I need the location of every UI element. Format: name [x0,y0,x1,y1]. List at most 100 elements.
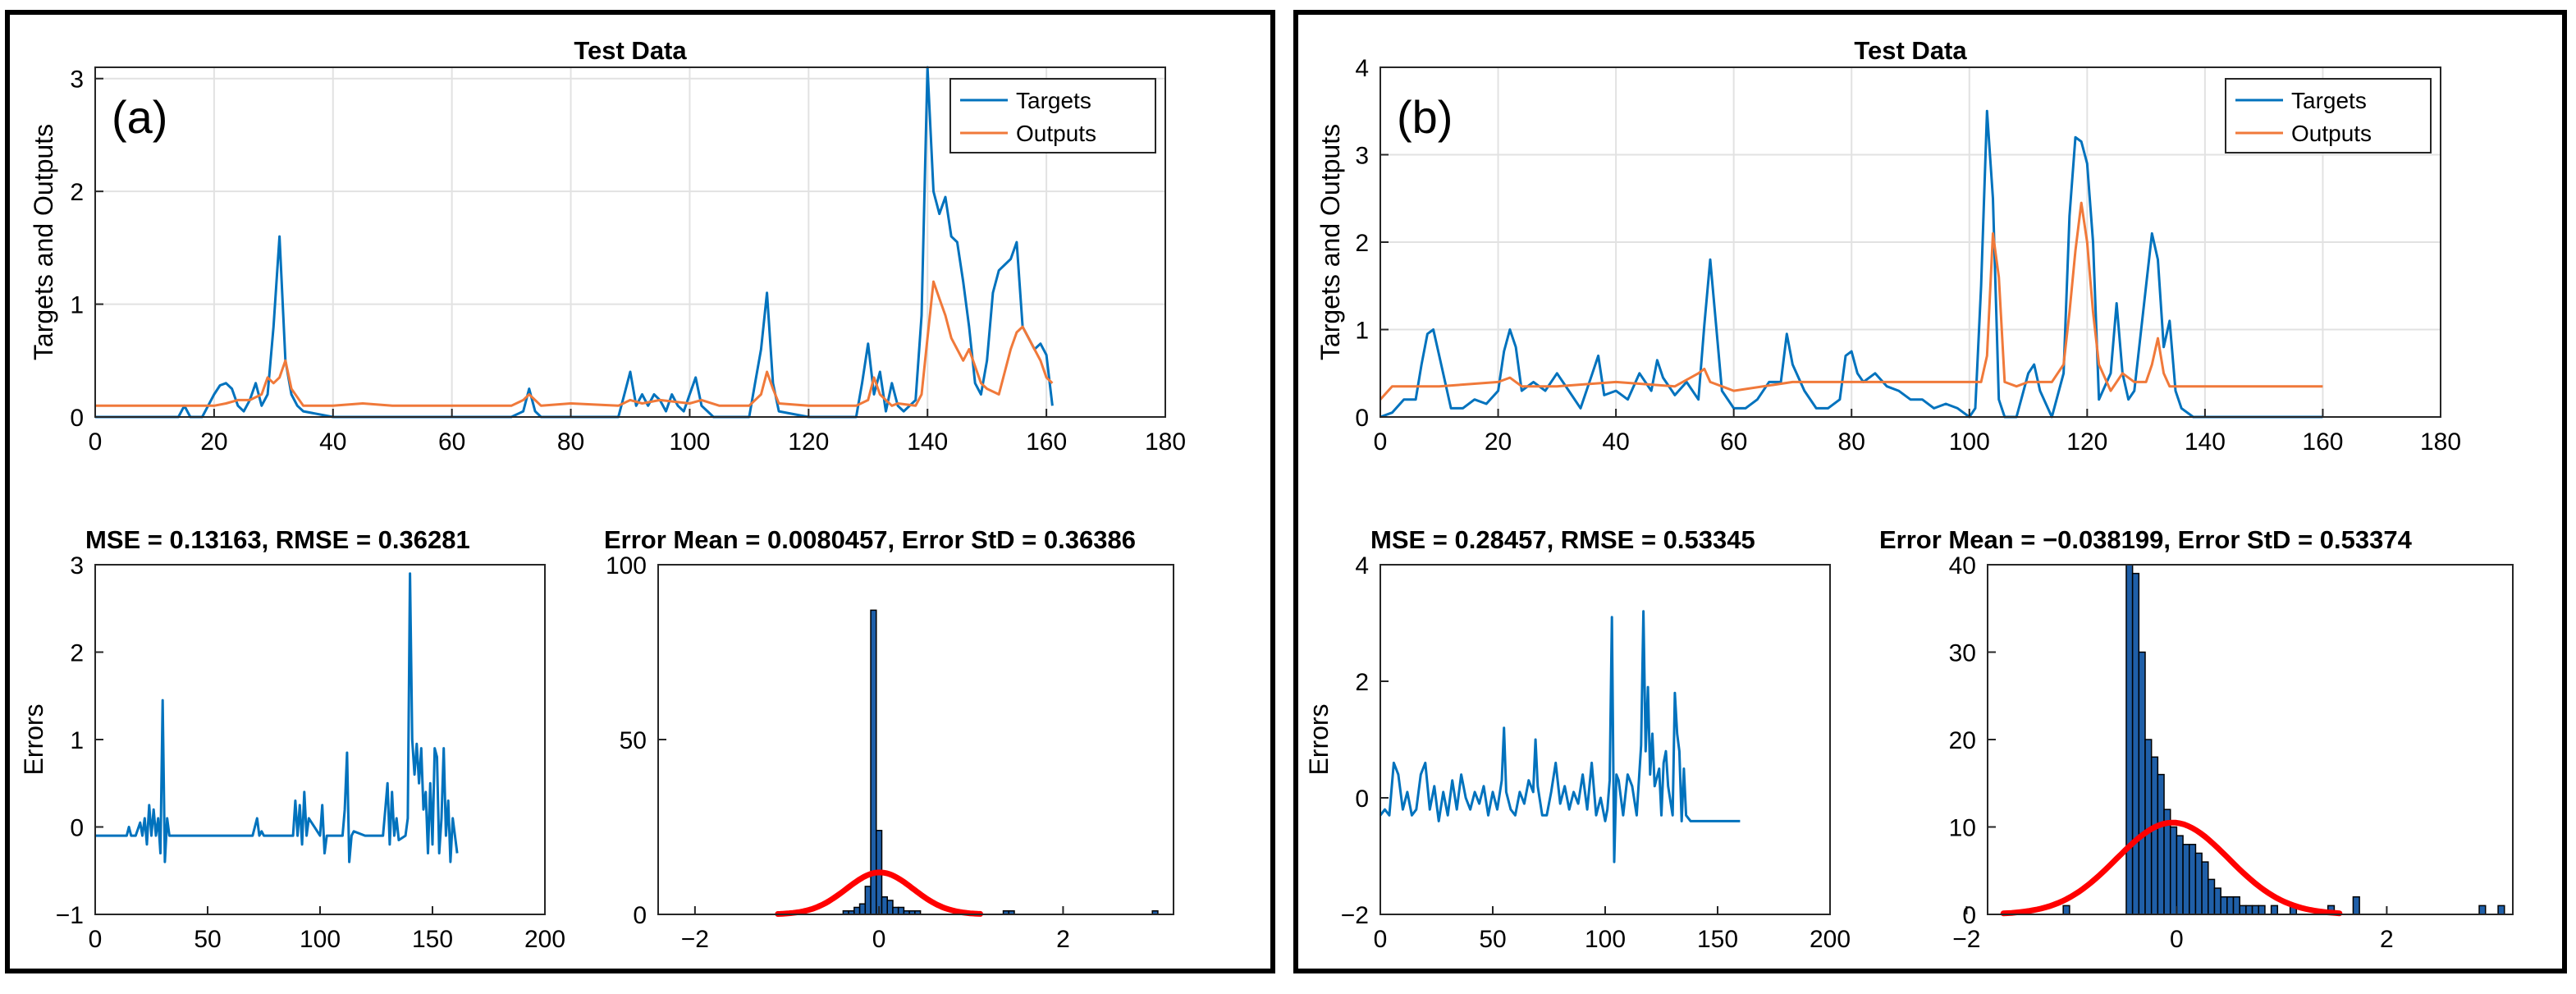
histogram-bar [864,886,872,915]
y-tick-label: 0 [1355,786,1369,813]
legend: Targets Outputs [949,78,1156,153]
errors-y-axis-label: Errors [1304,703,1334,775]
histogram-bar [2169,826,2178,915]
y-tick-label: −2 [1341,902,1369,929]
panel-a: 0 20 40 60 80 100 120 140 160 180 0 1 2 3 Test Data Tar… [5,10,1275,973]
y-tick-label: 1 [1355,318,1369,345]
y-tick-label: 40 [1949,552,1976,579]
x-tick-label: 50 [194,926,221,953]
histogram-bar [2270,905,2279,915]
mse-title: MSE = 0.13163, RMSE = 0.36281 [85,525,470,554]
histogram-bar [2226,896,2235,915]
y-tick-label: 10 [1949,815,1976,842]
y-tick-label: 2 [1355,669,1369,696]
histogram-bar [886,900,894,915]
histogram-bar [2245,905,2253,915]
histogram-bar [2232,896,2240,915]
y-tick-label: 3 [70,66,84,94]
histogram-bar [2138,651,2146,915]
histogram-bar [2497,905,2505,915]
histogram-bar [2194,852,2203,915]
chart-title: Test Data [1854,36,1967,65]
x-tick-label: 120 [2066,428,2107,456]
y-tick-label: 50 [620,727,647,754]
x-tick-label: 100 [1949,428,1990,456]
y-tick-label: 0 [1355,405,1369,432]
x-tick-label: 0 [1374,428,1388,456]
histogram-bar [2352,896,2360,915]
histogram-bar [2239,905,2247,915]
x-tick-label: 20 [200,428,227,456]
x-tick-label: 0 [872,926,886,953]
errors-series-line [1379,610,1741,863]
outputs-series-line [95,280,1054,407]
histogram-bar [2150,756,2159,915]
x-tick-label: 60 [1720,428,1747,456]
x-tick-label: 150 [1697,926,1738,953]
error-stats-title: Error Mean = −0.038199, Error StD = 0.53… [1879,525,2413,554]
histogram-bar [2189,844,2197,915]
y-tick-label: 4 [1355,552,1369,579]
histogram-bar [2478,905,2487,915]
x-tick-label: 80 [557,428,584,456]
x-tick-label: 40 [1602,428,1629,456]
histogram-bar [892,906,899,915]
x-tick-label: 0 [89,428,103,456]
x-tick-label: 160 [1026,428,1067,456]
chart-title: Test Data [574,36,687,65]
x-tick-label: 100 [300,926,341,953]
legend-targets-label: Targets [1016,88,1091,113]
x-tick-label: 2 [1056,926,1070,953]
histogram-bar [2220,896,2228,915]
outputs-series-line [1379,201,2323,401]
x-tick-label: −2 [681,926,709,953]
x-tick-label: 200 [524,926,565,953]
top-chart: 0 20 40 60 80 100 120 140 160 180 0 1 2 3 Test Data Tar… [29,36,1186,456]
plot-area [1380,565,1830,914]
y-tick-label: 2 [70,179,84,206]
histogram-bar [2208,878,2216,915]
plot-area [658,565,1174,914]
legend-box [2225,78,2432,153]
histogram-bar [2131,572,2140,915]
histogram-bar [2062,905,2070,915]
y-axis-label: Targets and Outputs [29,124,58,360]
histogram-bar [853,906,861,915]
axes-frame [94,66,1166,418]
y-axis-label: Targets and Outputs [1315,124,1345,360]
x-tick-label: 50 [1479,926,1506,953]
errors-y-axis-label: Errors [19,703,48,775]
histogram-bar [2182,844,2190,915]
y-tick-label: 20 [1949,727,1976,754]
histogram-bar [897,906,905,915]
y-tick-label: 0 [1962,902,1976,929]
x-tick-label: 80 [1838,428,1865,456]
legend-outputs-label: Outputs [1016,121,1096,146]
x-tick-label: 100 [669,428,710,456]
plot-area [1988,565,2513,914]
panel-b: 0 20 40 60 80 100 120 140 160 180 0 1 2 3 4 Test Data Ta… [1293,10,2567,973]
histogram-bar [2201,861,2209,915]
y-tick-label: 2 [1355,230,1369,257]
x-tick-label: 100 [1585,926,1626,953]
x-tick-label: 120 [788,428,829,456]
panel-label: (a) [112,91,167,143]
histogram-bar [2213,887,2221,915]
y-tick-label: 0 [70,815,84,842]
histogram-bar [2251,905,2259,915]
y-tick-label: 1 [70,292,84,319]
y-tick-label: 4 [1355,55,1369,82]
x-tick-label: 2 [2380,926,2394,953]
error-stats-title: Error Mean = 0.0080457, Error StD = 0.36… [604,525,1136,554]
x-tick-label: 40 [319,428,346,456]
legend-targets-label: Targets [2291,88,2367,113]
x-tick-label: 140 [907,428,948,456]
histogram-bar [2258,905,2266,915]
y-tick-label: 0 [633,902,647,929]
histogram-bar [2157,773,2165,915]
